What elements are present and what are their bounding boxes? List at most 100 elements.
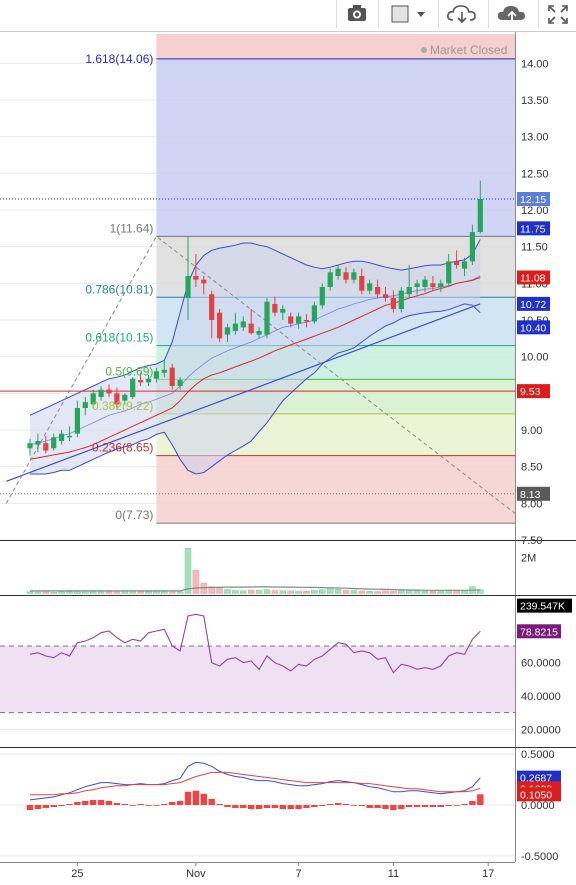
macd-histogram-bar [271, 805, 279, 809]
load-chart-button[interactable] [438, 0, 487, 28]
candle [177, 377, 183, 390]
volume-bar [240, 590, 247, 594]
macd-histogram-bar [358, 805, 365, 807]
macd-histogram-bar [327, 803, 334, 805]
volume-tick-label: 2M [521, 552, 536, 564]
macd-histogram-bar [398, 805, 405, 810]
rsi-tick-label: 20.0000 [521, 724, 561, 736]
candle [248, 309, 254, 335]
candle [59, 430, 65, 445]
fullscreen-button[interactable] [538, 0, 576, 28]
candle [272, 296, 278, 317]
rsi-pane [0, 613, 515, 730]
volume-bar [89, 591, 97, 594]
candle [477, 180, 483, 234]
macd-axis: 0.5000 0.0000 -0.5000 [521, 749, 558, 863]
candle [406, 265, 412, 298]
candle [367, 279, 373, 295]
volume-bar [295, 590, 302, 594]
macd-histogram-bar [469, 800, 476, 805]
macd-histogram-bar [413, 805, 421, 808]
volume-bar [287, 590, 294, 594]
macd-histogram-bar [200, 793, 207, 805]
candle [469, 224, 475, 265]
candle [343, 267, 349, 284]
svg-text:0.1050: 0.1050 [520, 789, 552, 801]
volume-bar [168, 590, 176, 594]
macd-histogram-bar [453, 805, 460, 806]
rsi-line [29, 613, 481, 674]
macd-histogram-bar [263, 805, 271, 809]
price-tick-label: 12.00 [521, 205, 549, 217]
volume-bar [208, 586, 215, 594]
market-status: Market Closed [421, 43, 507, 57]
screenshot-button[interactable] [336, 0, 377, 28]
candle [161, 360, 167, 378]
volume-bar [311, 590, 318, 594]
fib-zone [156, 455, 515, 524]
volume-bar [342, 590, 350, 594]
macd-histogram-bar [287, 805, 294, 810]
volume-bar [42, 591, 50, 594]
fib-anchor-dashed-line [5, 235, 515, 514]
moving-average-line [29, 277, 481, 460]
volume-bar [176, 591, 184, 594]
macd-tick-label: 0.5000 [521, 749, 555, 761]
price-label: 9.53 [517, 384, 550, 399]
macd-histogram-bar [232, 805, 239, 809]
volume-bar [271, 590, 279, 594]
volume-bar [445, 590, 452, 594]
fib-level-label: 1(11.64) [110, 221, 154, 235]
time-tick-label: 17 [482, 868, 494, 880]
candle [138, 372, 144, 386]
volume-bar [374, 591, 381, 594]
color-picker-button[interactable] [378, 0, 437, 28]
save-chart-button[interactable] [488, 0, 537, 28]
volume-axis: 2M [521, 552, 536, 564]
macd-histogram-bar [445, 805, 452, 807]
macd-histogram-bar [176, 800, 184, 805]
macd-pane [0, 753, 515, 857]
volume-bar [358, 590, 366, 594]
macd-histogram-bar [303, 805, 310, 809]
volume-bar [137, 591, 144, 594]
candle [185, 236, 191, 320]
volume-bar [247, 589, 255, 594]
candle [27, 438, 33, 456]
macd-histogram-bar [74, 801, 81, 805]
candle [145, 375, 152, 386]
macd-histogram-bar [208, 798, 215, 805]
macd-histogram-bar [429, 805, 437, 808]
macd-histogram-bar [184, 791, 192, 805]
candle [335, 265, 341, 280]
fib-level-label: 0.786(10.81) [85, 282, 153, 296]
candle [82, 397, 88, 416]
market-closed-label: Market Closed [430, 43, 507, 57]
candle [430, 276, 436, 291]
fib-zone [156, 58, 515, 237]
cloud-upload-icon [497, 6, 525, 22]
svg-text:239.547K: 239.547K [520, 601, 565, 613]
volume-bar [232, 590, 239, 594]
volume-bar [224, 589, 231, 594]
macd-histogram-bar [319, 805, 326, 807]
time-axis: 25Nov7111724 [71, 862, 494, 880]
svg-text:78.8215: 78.8215 [520, 626, 558, 638]
signal-line [30, 771, 481, 796]
macd-histogram-bar [295, 805, 302, 810]
candle [209, 290, 215, 339]
volume-bar [216, 587, 223, 594]
macd-histogram-bar [477, 794, 484, 805]
price-tick-label: 14.00 [521, 58, 549, 70]
candle [224, 323, 231, 342]
macd-histogram-bar [382, 805, 389, 810]
camera-icon [348, 5, 366, 21]
macd-histogram-bar [334, 802, 342, 805]
rsi-axis: 60.0000 40.0000 20.0000 [521, 658, 561, 737]
macd-histogram-bar [113, 802, 121, 805]
macd-histogram-bar [248, 805, 255, 810]
chevron-down-icon [417, 12, 425, 17]
price-tick-label: 8.50 [521, 462, 542, 474]
volume-bar [477, 589, 484, 594]
